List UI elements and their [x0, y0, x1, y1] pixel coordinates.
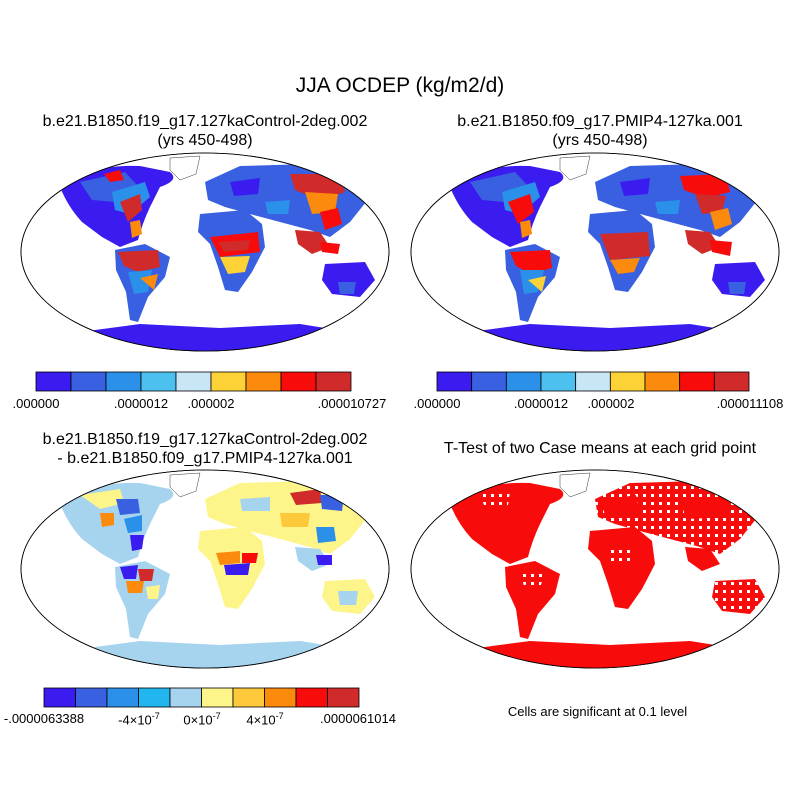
antarctica [80, 324, 350, 351]
colorbar1-swatch [280, 371, 317, 392]
colorbar2-label-0: .000000 [413, 396, 461, 411]
panel3-title-line1: b.e21.B1850.f19_g17.127kaControl-2deg.00… [42, 431, 368, 448]
colorbar3-swatch [295, 687, 328, 708]
panel1-title: b.e21.B1850.f19_g17.127kaControl-2deg.00… [10, 112, 400, 150]
colorbar1-swatch [175, 371, 212, 392]
colorbar-difference [43, 687, 360, 708]
colorbar1-swatch [140, 371, 177, 392]
colorbar1-swatch [35, 371, 72, 392]
main-title: JJA OCDEP (kg/m2/d) [295, 74, 505, 97]
colorbar1-swatch [105, 371, 142, 392]
colorbar-control [35, 371, 352, 392]
colorbar3-swatch [138, 687, 171, 708]
colorbar2-swatch [505, 371, 542, 392]
colorbar2-swatch [540, 371, 577, 392]
panel1-title-line2: (yrs 450-498) [157, 132, 253, 149]
colorbar3-swatch [327, 687, 360, 708]
significance-note: Cells are significant at 0.1 level [507, 704, 688, 719]
australia [322, 262, 375, 297]
map-pmip4 [410, 152, 780, 352]
map-ttest [410, 469, 780, 669]
colorbar2-swatch [471, 371, 507, 392]
colorbar-pmip4 [436, 371, 750, 392]
colorbar3-label-1: -4×10-7 [118, 711, 160, 728]
colorbar3-swatch [169, 687, 202, 708]
panel4-title-line1: T-Test of two Case means at each grid po… [443, 440, 757, 457]
colorbar2-label-3: .000011108 [716, 396, 784, 411]
colorbar2-swatch [575, 371, 611, 392]
colorbar3-label-2: 0×10-7 [183, 711, 221, 728]
panel3-title-line2: - b.e21.B1850.f09_g17.PMIP4-127ka.001 [57, 450, 353, 467]
colorbar3-swatch [201, 687, 234, 708]
colorbar1-swatch [210, 371, 247, 392]
colorbar2-swatch [644, 371, 681, 392]
colorbar3-swatch [106, 687, 139, 708]
colorbar2-swatch [679, 371, 715, 392]
colorbar2-label-2: .000002 [587, 396, 635, 411]
colorbar1-swatch [245, 371, 282, 392]
map-difference [20, 469, 390, 669]
panel3-title: b.e21.B1850.f19_g17.127kaControl-2deg.00… [10, 430, 400, 468]
colorbar3-swatch [232, 687, 265, 708]
panel4-title: T-Test of two Case means at each grid po… [405, 439, 795, 458]
panel2-title-line1: b.e21.B1850.f09_g17.PMIP4-127ka.001 [457, 113, 743, 130]
panel2-title: b.e21.B1850.f09_g17.PMIP4-127ka.001 (yrs… [405, 112, 795, 150]
colorbar2-swatch [609, 371, 646, 392]
colorbar2-swatch [436, 371, 473, 392]
colorbar1-label-3: .000010727 [317, 396, 387, 411]
colorbar3-label-4: .0000061014 [320, 711, 396, 726]
colorbar3-swatch [43, 687, 76, 708]
colorbar1-swatch [70, 371, 107, 392]
colorbar1-swatch [315, 371, 352, 392]
colorbar1-label-0: .000000 [12, 396, 60, 411]
colorbar3-label-3: 4×10-7 [246, 711, 284, 728]
colorbar2-label-1: .0000012 [513, 396, 569, 411]
colorbar3-swatch [264, 687, 297, 708]
colorbar3-swatch [75, 687, 108, 708]
panel1-title-line1: b.e21.B1850.f19_g17.127kaControl-2deg.00… [42, 113, 368, 130]
panel2-title-line2: (yrs 450-498) [552, 132, 648, 149]
colorbar2-swatch [713, 371, 750, 392]
colorbar1-label-2: .000002 [187, 396, 235, 411]
colorbar1-label-1: .0000012 [113, 396, 169, 411]
map-control [20, 152, 390, 352]
colorbar3-label-0: -.0000063388 [3, 711, 85, 726]
